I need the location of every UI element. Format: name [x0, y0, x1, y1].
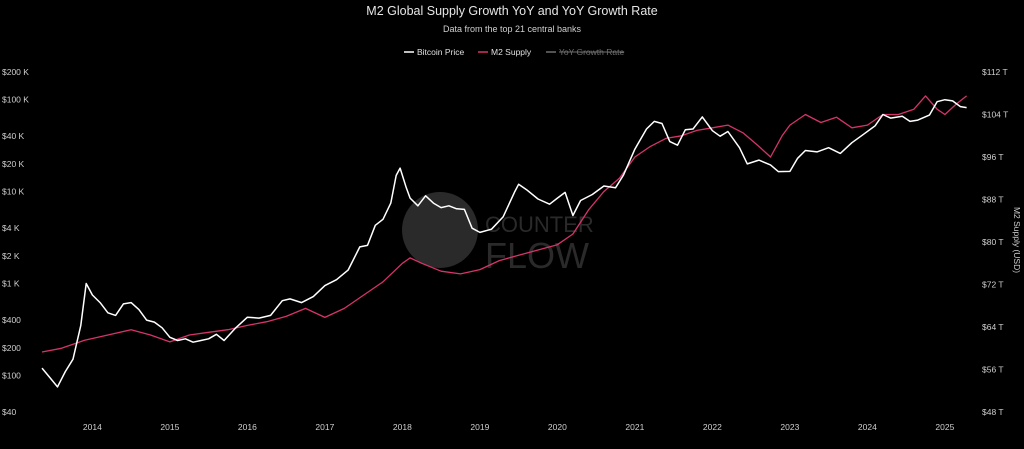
- y-left-tick-label: $100 K: [2, 95, 29, 105]
- x-axis: 2014 2015 2016 2017 2018 2019 2020 2021 2022 2023…: [83, 422, 955, 432]
- y-left-tick-label: $200: [2, 343, 21, 353]
- legend-label: Bitcoin Price: [417, 47, 465, 57]
- y-left-tick-label: $100: [2, 370, 21, 380]
- watermark-logo: [402, 192, 478, 268]
- x-tick-label: 2024: [858, 422, 877, 432]
- legend-item[interactable]: Bitcoin Price: [404, 47, 465, 57]
- x-tick-label: 2023: [780, 422, 799, 432]
- x-tick-label: 2021: [625, 422, 644, 432]
- watermark-line2: FLOW: [485, 235, 589, 276]
- y-right-tick-label: $80 T: [982, 237, 1004, 247]
- x-tick-label: 2019: [470, 422, 489, 432]
- x-tick-label: 2015: [160, 422, 179, 432]
- legend: Bitcoin Price M2 Supply YoY Growth Rate: [404, 47, 624, 57]
- x-tick-label: 2017: [315, 422, 334, 432]
- x-tick-label: 2022: [703, 422, 722, 432]
- legend-item[interactable]: M2 Supply: [478, 47, 532, 57]
- legend-item[interactable]: YoY Growth Rate: [546, 47, 624, 57]
- series-line-bitcoin-price: [41, 98, 967, 388]
- y-axis-right-title: M2 Supply (USD): [1012, 207, 1022, 273]
- y-right-tick-label: $48 T: [982, 407, 1004, 417]
- x-tick-label: 2025: [935, 422, 954, 432]
- y-right-tick-label: $96 T: [982, 152, 1004, 162]
- y-left-tick-label: $40 K: [2, 131, 25, 141]
- y-left-tick-label: $4 K: [2, 223, 20, 233]
- y-axis-right: $48 T $56 T $64 T $72 T $80 T $88 T $96 T $104 …: [982, 67, 1008, 417]
- y-axis-left: $40 $100 $200 $400 $1 K $2 K $4 K $10 K $20 K $40…: [2, 67, 29, 417]
- watermark: COUNTER FLOW: [402, 192, 594, 276]
- legend-label: M2 Supply: [491, 47, 532, 57]
- y-right-tick-label: $64 T: [982, 322, 1004, 332]
- y-right-tick-label: $104 T: [982, 110, 1008, 120]
- y-right-tick-label: $88 T: [982, 195, 1004, 205]
- x-tick-label: 2020: [548, 422, 567, 432]
- y-right-tick-label: $56 T: [982, 365, 1004, 375]
- series-layer: [41, 95, 968, 388]
- x-tick-label: 2016: [238, 422, 257, 432]
- y-left-tick-label: $10 K: [2, 187, 25, 197]
- chart-subtitle: Data from the top 21 central banks: [443, 24, 582, 34]
- y-left-tick-label: $40: [2, 407, 16, 417]
- y-left-tick-label: $1 K: [2, 279, 20, 289]
- x-tick-label: 2014: [83, 422, 102, 432]
- y-right-tick-label: $112 T: [982, 67, 1008, 77]
- y-left-tick-label: $20 K: [2, 159, 25, 169]
- y-right-tick-label: $72 T: [982, 280, 1004, 290]
- y-left-tick-label: $2 K: [2, 251, 20, 261]
- watermark-line1: COUNTER: [485, 212, 594, 237]
- y-left-tick-label: $200 K: [2, 67, 29, 77]
- x-tick-label: 2018: [393, 422, 412, 432]
- chart-title: M2 Global Supply Growth YoY and YoY Grow…: [366, 4, 657, 18]
- y-left-tick-label: $400: [2, 315, 21, 325]
